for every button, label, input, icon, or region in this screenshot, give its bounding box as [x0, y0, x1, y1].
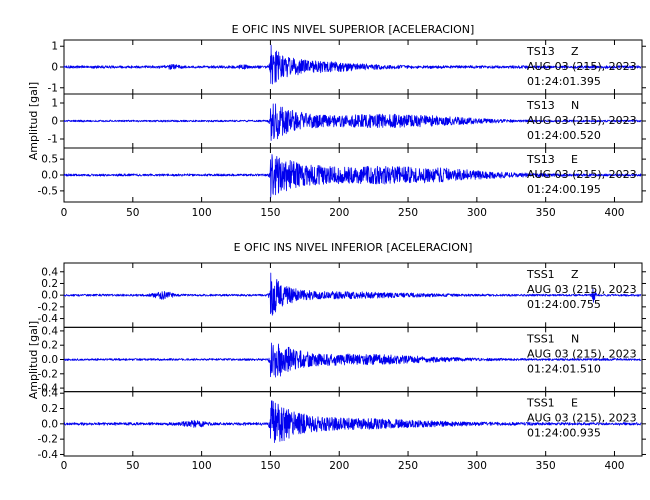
y-tick-label: 0.0 [41, 354, 58, 366]
panel-tss1-n: 0.4 0.2 0.0 -0.2 -0.4 TSS1 N AUG 03 (215), 2023… [38, 325, 646, 395]
waveform-trace [63, 154, 642, 198]
x-tick-label: 250 [398, 207, 418, 219]
y-tick-label: 1 [51, 98, 58, 110]
y-axis-label: Amplitud [gal] [27, 321, 40, 399]
y-tick-label: 0.2 [41, 340, 58, 352]
channel-component: E [571, 153, 578, 166]
y-tick-label: 0.4 [41, 266, 58, 278]
channel-time: 01:24:00.935 [527, 427, 601, 440]
y-tick-label: 0 [51, 62, 58, 74]
x-tick-label: 350 [536, 460, 556, 472]
channel-date: AUG 03 (215), 2023 [527, 168, 637, 181]
y-tick-label: -0.5 [38, 185, 59, 197]
channel-station: TS13 [526, 153, 555, 166]
chart-group-1: E OFIC INS NIVEL SUPERIOR [ACELERACION] A… [27, 23, 646, 219]
x-tick-label: 100 [192, 207, 212, 219]
x-tick-label: 350 [536, 207, 556, 219]
x-tick-label: 400 [604, 460, 624, 472]
panel-ts13-n: 1 0 -1 TS13 N AUG 03 (215), 2023 01:24:00.520 [48, 93, 646, 149]
y-tick-label: -1 [48, 134, 58, 146]
chart-group-2: E OFIC INS NIVEL INFERIOR [ACELERACION] A… [27, 241, 646, 472]
panel-ts13-e: 0.5 0.0 -0.5 TS13 E AUG 03 (215), 2023 01:24:0… [38, 147, 646, 203]
channel-station: TS13 [526, 45, 555, 58]
x-tick-label: 50 [126, 460, 139, 472]
channel-time: 01:24:01.395 [527, 75, 601, 88]
y-tick-label: 0.5 [41, 154, 58, 166]
y-tick-label: -1 [48, 82, 58, 94]
x-tick-label: 0 [61, 460, 68, 472]
y-tick-label: 0.4 [41, 388, 58, 400]
y-tick-label: 1 [51, 41, 58, 53]
y-tick-label: -0.2 [38, 368, 59, 380]
channel-component: N [571, 99, 579, 112]
x-tick-label: 200 [329, 460, 349, 472]
y-tick-label: 0.2 [41, 403, 58, 415]
x-tick-label: 150 [260, 207, 280, 219]
waveform-trace [63, 103, 642, 141]
channel-station: TS13 [526, 99, 555, 112]
y-tick-label: -0.2 [38, 434, 59, 446]
chart-title: E OFIC INS NIVEL SUPERIOR [ACELERACION] [232, 23, 475, 36]
y-tick-label: 0.0 [41, 290, 58, 302]
channel-date: AUG 03 (215), 2023 [527, 347, 637, 360]
y-axis-label: Amplitud [gal] [27, 82, 40, 160]
x-tick-label: 50 [126, 207, 139, 219]
channel-station: TSS1 [526, 332, 555, 345]
channel-station: TSS1 [526, 268, 555, 281]
y-tick-label: -0.4 [38, 313, 59, 325]
waveform-trace [63, 272, 642, 316]
x-tick-label: 400 [604, 207, 624, 219]
channel-station: TSS1 [526, 397, 555, 410]
x-tick-label: 100 [192, 460, 212, 472]
y-tick-label: -0.2 [38, 301, 59, 313]
waveform-trace [63, 44, 642, 85]
x-tick-label: 300 [467, 460, 487, 472]
channel-component: E [571, 397, 578, 410]
y-tick-label: 0.0 [41, 418, 58, 430]
channel-time: 01:24:01.510 [527, 362, 601, 375]
channel-date: AUG 03 (215), 2023 [527, 60, 637, 73]
channel-date: AUG 03 (215), 2023 [527, 283, 637, 296]
channel-date: AUG 03 (215), 2023 [527, 114, 637, 127]
y-tick-label: 0.0 [41, 170, 58, 182]
panel-ts13-z: 1 0 -1 TS13 Z AUG 03 (215), 2023 01:24:01.395 [48, 39, 646, 95]
panel-tss1-e: 0.4 0.2 0.0 -0.2 -0.4 TSS1 E AUG 03 (215), 2023… [38, 388, 646, 461]
chart-title: E OFIC INS NIVEL INFERIOR [ACELERACION] [234, 241, 473, 254]
waveform-trace [63, 400, 642, 443]
channel-date: AUG 03 (215), 2023 [527, 412, 637, 425]
y-tick-label: -0.4 [38, 383, 59, 395]
x-tick-label: 0 [61, 207, 68, 219]
y-tick-label: 0.4 [41, 325, 58, 337]
channel-time: 01:24:00.755 [527, 298, 601, 311]
y-tick-label: 0.2 [41, 278, 58, 290]
channel-component: Z [571, 268, 579, 281]
panel-tss1-z: 0.40.20.0-0.2-0.4 TSS1 Z AUG 03 (215), 2023… [38, 262, 646, 328]
channel-component: N [571, 332, 579, 345]
x-tick-label: 200 [329, 207, 349, 219]
x-tick-label: 250 [398, 460, 418, 472]
x-tick-label: 300 [467, 207, 487, 219]
channel-time: 01:24:00.195 [527, 183, 601, 196]
y-tick-label: 0 [51, 116, 58, 128]
channel-component: Z [571, 45, 579, 58]
x-tick-label: 150 [260, 460, 280, 472]
waveform-trace [63, 342, 642, 378]
channel-time: 01:24:00.520 [527, 129, 601, 142]
y-tick-label: -0.4 [38, 449, 59, 461]
